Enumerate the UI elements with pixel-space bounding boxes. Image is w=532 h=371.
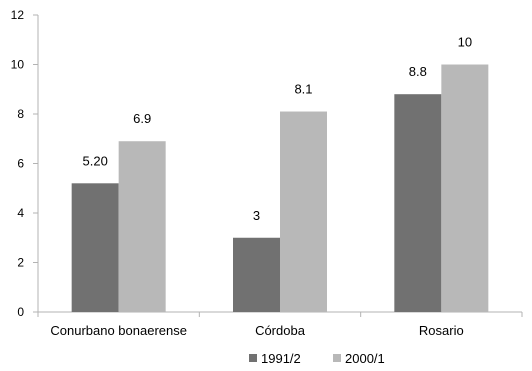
y-tick-label: 6 (17, 157, 24, 171)
legend-label: 1991/2 (261, 351, 301, 366)
bar-1991-2 (394, 94, 442, 312)
bar-1991-2 (233, 237, 280, 312)
y-tick-label: 10 (11, 58, 25, 72)
bar-2000-1 (441, 64, 489, 312)
y-tick-label: 2 (17, 256, 24, 270)
x-category-label: Rosario (419, 323, 464, 338)
legend-swatch (249, 354, 257, 362)
y-tick-label: 0 (17, 305, 24, 319)
legend-label: 2000/1 (345, 351, 385, 366)
y-tick-label: 4 (17, 206, 24, 220)
x-category-label: Conurbano bonaerense (50, 323, 187, 338)
bar-2000-1 (280, 111, 327, 313)
bar-2000-1 (118, 141, 166, 312)
bar-value-label: 10 (458, 35, 472, 50)
bars (71, 64, 489, 313)
x-axis: Conurbano bonaerense Córdoba Rosario (37, 311, 523, 338)
data-labels: 5.20 6.9 3 8.1 8.8 10 (83, 35, 473, 223)
bar-1991-2 (71, 183, 119, 312)
bar-value-label: 6.9 (133, 111, 151, 126)
bar-value-label: 5.20 (83, 153, 108, 168)
legend: 1991/2 2000/1 (249, 351, 385, 366)
bar-value-label: 8.8 (409, 64, 427, 79)
legend-swatch (333, 354, 341, 362)
bar-value-label: 8.1 (294, 82, 312, 97)
bar-value-label: 3 (253, 208, 260, 223)
x-category-label: Córdoba (255, 323, 306, 338)
y-tick-label: 12 (11, 8, 25, 22)
y-axis: 0 2 4 6 8 10 12 (11, 8, 39, 319)
y-tick-label: 8 (17, 107, 24, 121)
